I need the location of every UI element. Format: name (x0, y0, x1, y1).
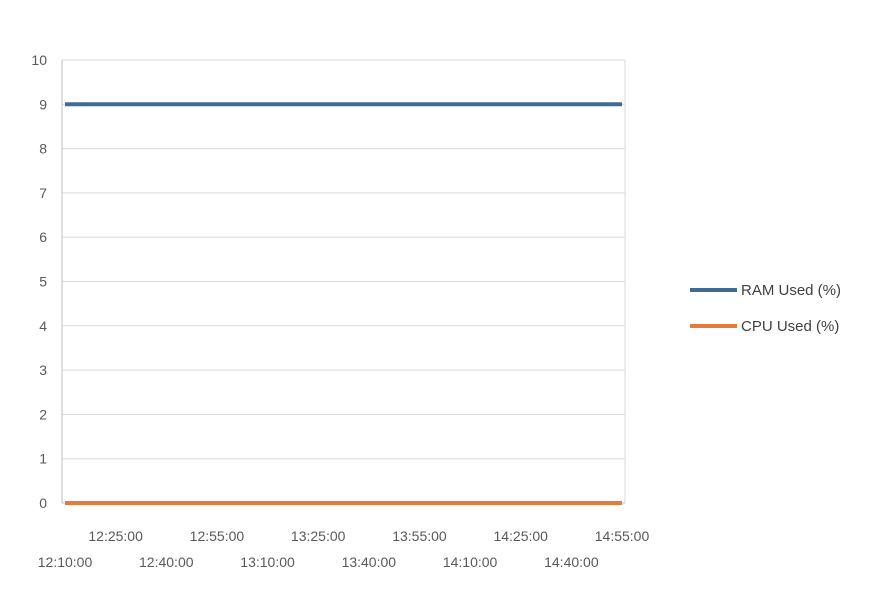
y-tick-label: 2 (39, 406, 47, 422)
x-tick-label: 12:10:00 (38, 554, 93, 570)
y-axis-tick-labels: 0 1 2 3 4 5 6 7 8 9 10 (31, 52, 47, 511)
y-tick-label: 1 (39, 451, 47, 467)
x-tick-label: 12:55:00 (190, 528, 245, 544)
y-tick-label: 8 (39, 141, 47, 157)
x-tick-label: 13:25:00 (291, 528, 346, 544)
x-tick-label: 13:10:00 (240, 554, 295, 570)
x-tick-label: 13:40:00 (342, 554, 397, 570)
x-tick-label: 12:25:00 (88, 528, 143, 544)
y-tick-label: 5 (39, 274, 47, 290)
x-tick-label: 12:40:00 (139, 554, 194, 570)
gridlines (62, 59, 625, 504)
y-tick-label: 4 (39, 318, 47, 334)
x-axis-tick-labels: 12:10:00 12:25:00 12:40:00 12:55:00 13:10:00… (38, 528, 650, 570)
x-tick-label: 14:40:00 (544, 554, 599, 570)
x-tick-label: 14:10:00 (443, 554, 498, 570)
y-tick-label: 9 (39, 96, 47, 112)
y-tick-label: 7 (39, 185, 47, 201)
legend-label: RAM Used (%) (741, 282, 841, 299)
y-tick-label: 0 (39, 495, 47, 511)
x-tick-label: 14:55:00 (595, 528, 650, 544)
y-tick-label: 6 (39, 229, 47, 245)
y-tick-label: 10 (31, 52, 47, 68)
y-tick-label: 3 (39, 362, 47, 378)
x-tick-label: 13:55:00 (392, 528, 447, 544)
x-tick-label: 14:25:00 (493, 528, 548, 544)
legend: RAM Used (%) CPU Used (%) (690, 282, 841, 335)
legend-label: CPU Used (%) (741, 318, 839, 335)
series-lines (65, 102, 622, 505)
